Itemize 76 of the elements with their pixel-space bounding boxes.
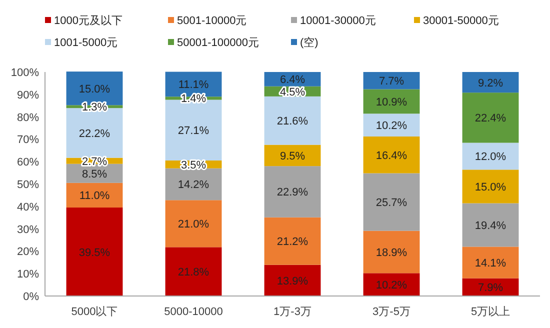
data-label: 7.9% xyxy=(478,282,504,294)
data-label: 4.5% xyxy=(280,86,306,98)
data-label: 8.5% xyxy=(82,168,108,180)
data-label: 15.0% xyxy=(474,181,506,194)
x-tick-label: 1万-3万 xyxy=(274,306,312,318)
data-label: 39.5% xyxy=(78,246,110,259)
bar xyxy=(462,203,519,247)
y-tick-label: 100% xyxy=(10,67,40,79)
bar xyxy=(264,96,321,145)
data-label: 21.0% xyxy=(178,218,210,231)
data-label: 19.4% xyxy=(474,220,506,232)
data-label: 25.7% xyxy=(376,197,408,210)
y-tick-label: 10% xyxy=(16,268,40,281)
y-tick-label: 0% xyxy=(23,291,40,303)
bar xyxy=(462,142,519,170)
data-label: 18.9% xyxy=(376,246,408,259)
bar xyxy=(264,217,321,265)
x-tick-label: 5000以下 xyxy=(71,305,118,318)
data-label: 21.8% xyxy=(178,266,210,279)
data-label: 11.0% xyxy=(79,190,110,202)
legend-label: 1001-5000元 xyxy=(54,37,118,49)
bar xyxy=(66,182,123,208)
y-tick-label: 70% xyxy=(16,134,40,146)
bar xyxy=(363,114,420,137)
y-tick-label: 40% xyxy=(16,201,40,214)
data-label: 10.2% xyxy=(376,280,408,292)
legend-label: 50001-100000元 xyxy=(177,37,259,49)
data-label: 10.9% xyxy=(376,96,408,108)
y-tick-label: 90% xyxy=(16,89,40,102)
data-label: 6.4% xyxy=(280,74,306,86)
data-label: 22.9% xyxy=(276,186,308,199)
x-tick-label: 3万-5万 xyxy=(372,306,410,318)
data-label: 21.6% xyxy=(276,116,308,128)
bar xyxy=(264,166,321,218)
data-label: 9.5% xyxy=(280,150,306,162)
data-label: 7.7% xyxy=(378,76,404,88)
data-label: 22.4% xyxy=(474,112,506,125)
data-label: 13.9% xyxy=(276,275,308,288)
bar xyxy=(264,264,321,296)
bar xyxy=(363,230,420,274)
legend-label: (空) xyxy=(300,36,318,49)
bar xyxy=(462,246,519,278)
data-label: 27.1% xyxy=(178,125,210,138)
data-label: 12.0% xyxy=(474,151,506,164)
data-label: 14.1% xyxy=(474,258,506,270)
bar xyxy=(264,144,321,166)
legend-label: 5001-10000元 xyxy=(177,15,247,27)
bar xyxy=(66,208,123,296)
y-tick-label: 60% xyxy=(16,156,40,169)
bar xyxy=(462,72,519,93)
y-tick-label: 30% xyxy=(16,224,40,236)
data-label: 22.2% xyxy=(78,128,110,140)
legend-label: 10001-30000元 xyxy=(300,15,376,27)
bar xyxy=(165,168,222,200)
y-tick-label: 20% xyxy=(16,246,40,258)
data-label: 14.2% xyxy=(178,179,210,192)
bar xyxy=(363,136,420,174)
bar xyxy=(165,247,222,296)
x-tick-label: 5000-10000 xyxy=(164,306,223,318)
y-tick-label: 50% xyxy=(16,179,40,191)
data-label: 3.5% xyxy=(180,159,206,172)
bar xyxy=(462,170,519,204)
bar xyxy=(165,200,222,248)
legend-label: 1000元及以下 xyxy=(54,14,122,27)
data-label: 15.0% xyxy=(78,83,110,96)
bar xyxy=(363,89,420,114)
data-label: 10.2% xyxy=(376,120,408,132)
data-label: 9.2% xyxy=(478,77,504,90)
bar xyxy=(363,173,420,231)
x-tick-label: 5万以上 xyxy=(470,305,510,318)
legend-label: 30001-50000元 xyxy=(423,15,499,27)
data-label: 21.2% xyxy=(276,236,308,248)
data-label: 16.4% xyxy=(376,150,408,162)
data-label: 11.1% xyxy=(178,79,209,92)
bar xyxy=(462,92,519,143)
y-tick-label: 80% xyxy=(16,112,40,124)
